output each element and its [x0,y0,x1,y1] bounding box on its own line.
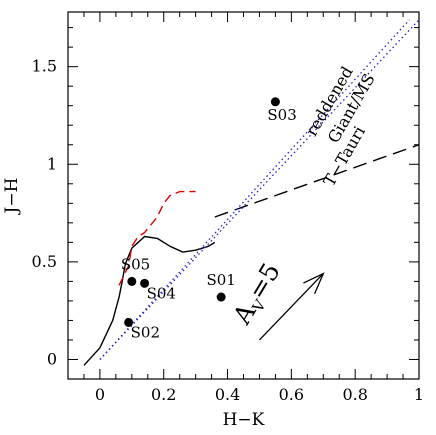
reddening-vector-label: AV=5 [227,258,289,332]
data-label-s01: S01 [206,271,235,289]
giant-branch-line [118,190,196,286]
y-axis-label: J−H [2,178,22,216]
x-tick-label: 0 [95,385,105,404]
data-point-s05 [127,276,137,286]
x-tick-label: 0.2 [151,385,176,404]
data-label-s03: S03 [267,106,296,124]
data-point-s04 [140,278,150,288]
main-sequence-line [83,235,216,366]
y-tick-label: 0 [47,349,57,368]
x-tick-label: 0.6 [279,385,304,404]
reddening-lower-line [99,19,419,360]
x-tick-label: 1 [414,385,424,404]
data-label-s05: S05 [121,255,150,273]
reddening-vector-shaft [258,273,324,341]
data-label-s02: S02 [131,323,160,341]
y-tick-label: 1 [47,154,57,173]
y-tick-label: 1.5 [32,57,57,76]
x-axis-label: H−K [223,410,265,430]
data-point-s03 [270,97,280,107]
data-label-s04: S04 [147,284,176,302]
data-point-s02 [124,317,134,327]
ctts-locus-line [214,144,419,218]
x-tick-label: 0.4 [215,385,240,404]
reddening-upper-line [99,19,410,360]
reddening-vector-head [303,272,325,295]
data-point-s01 [216,292,226,302]
x-tick-label: 0.8 [342,385,367,404]
y-tick-label: 0.5 [32,252,57,271]
